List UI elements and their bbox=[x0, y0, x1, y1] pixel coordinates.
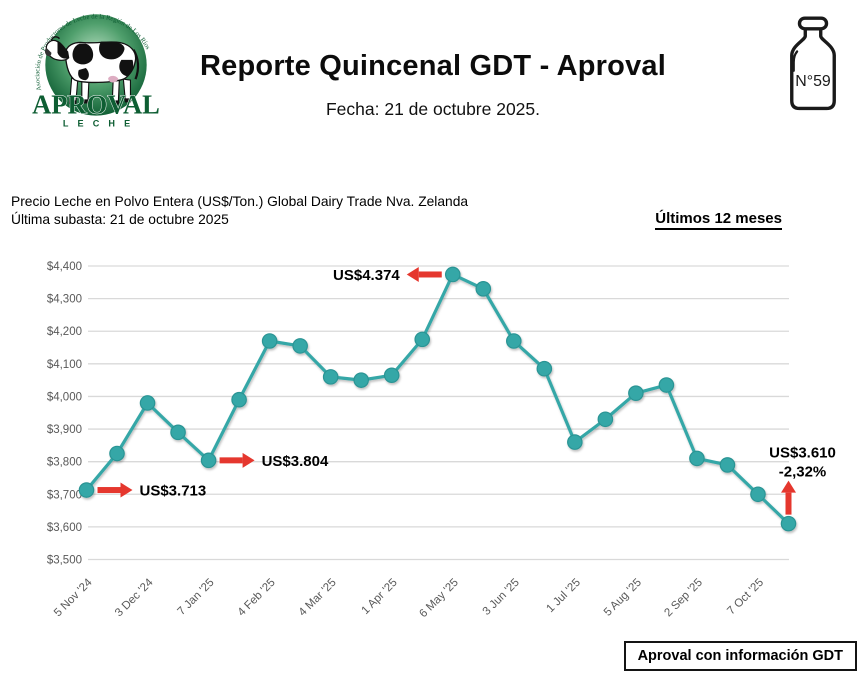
price-series bbox=[78, 266, 797, 532]
x-tick-label: 4 Feb '25 bbox=[236, 577, 278, 619]
data-point bbox=[261, 333, 278, 349]
x-tick-label: 5 Nov '24 bbox=[52, 576, 95, 619]
x-tick-label: 3 Jun '25 bbox=[481, 577, 522, 618]
x-tick-label: 6 May '25 bbox=[417, 577, 460, 620]
annotation-label: US$3.713 bbox=[140, 483, 207, 500]
data-point bbox=[383, 367, 400, 384]
y-tick-label: $3,800 bbox=[47, 457, 82, 469]
chart-header: Precio Leche en Polvo Entera (US$/Ton.) … bbox=[11, 193, 468, 229]
y-tick-label: $4,400 bbox=[47, 261, 82, 273]
y-tick-label: $4,300 bbox=[47, 294, 82, 306]
arrow-left-icon bbox=[418, 271, 442, 278]
data-point bbox=[506, 333, 522, 349]
y-tick-label: $4,200 bbox=[47, 326, 82, 338]
data-point bbox=[322, 369, 339, 385]
data-point bbox=[628, 385, 644, 401]
chart-title-line2: Última subasta: 21 de octubre 2025 bbox=[11, 212, 229, 227]
cow-icon bbox=[44, 36, 140, 105]
gridlines bbox=[88, 265, 789, 561]
y-tick-label: $4,000 bbox=[47, 391, 82, 403]
arrow-right-icon bbox=[242, 452, 255, 468]
data-point bbox=[200, 452, 217, 469]
milk-bottle-icon: N°59 bbox=[790, 16, 836, 111]
arrow-right-icon bbox=[219, 457, 243, 464]
y-tick-label: $4,100 bbox=[47, 359, 82, 371]
annotation-label: US$3.804 bbox=[262, 453, 329, 470]
arrow-up-icon bbox=[781, 480, 796, 493]
annotation: US$3.610 -2,32% bbox=[769, 445, 836, 515]
data-point bbox=[536, 360, 553, 377]
report-date: Fecha: 21 de octubre 2025. bbox=[325, 99, 541, 119]
data-point bbox=[353, 372, 369, 388]
y-tick-label: $3,900 bbox=[47, 424, 82, 436]
logo-brand-sub-text: LECHE bbox=[63, 119, 139, 129]
data-point bbox=[750, 486, 766, 503]
data-point bbox=[231, 391, 247, 408]
data-point bbox=[139, 395, 156, 411]
data-point bbox=[170, 424, 186, 441]
arrow-right-icon bbox=[120, 482, 133, 498]
x-tick-label: 7 Oct '25 bbox=[725, 577, 766, 618]
page-title: Reporte Quincenal GDT - Aproval bbox=[200, 50, 666, 82]
arrow-left-icon bbox=[406, 266, 419, 282]
data-point bbox=[719, 457, 736, 473]
x-tick-label: 1 Apr '25 bbox=[360, 577, 400, 617]
data-point bbox=[597, 411, 614, 428]
annotation-label: US$3.610 bbox=[769, 445, 836, 462]
x-tick-label: 2 Sep '25 bbox=[662, 577, 705, 620]
data-point bbox=[109, 445, 125, 462]
source-box: Aproval con información GDT bbox=[623, 641, 857, 671]
annotation: US$3.713 bbox=[97, 482, 207, 500]
source-label: Aproval con información GDT bbox=[637, 648, 843, 664]
annotation: US$3.804 bbox=[219, 452, 329, 470]
data-point bbox=[689, 450, 705, 467]
data-point bbox=[444, 266, 461, 283]
y-tick-label: $3,700 bbox=[47, 489, 82, 501]
data-point bbox=[475, 281, 492, 297]
data-point bbox=[78, 482, 95, 498]
data-point bbox=[414, 331, 431, 348]
period-label: Últimos 12 meses bbox=[655, 210, 782, 230]
x-axis-labels: 5 Nov '24 3 Dec '24 7 Jan '25 4 Feb '25 4 Ma… bbox=[52, 576, 766, 620]
issue-number: N°59 bbox=[795, 73, 831, 90]
arrow-right-icon bbox=[97, 487, 121, 494]
chart-title-line1: Precio Leche en Polvo Entera (US$/Ton.) … bbox=[11, 194, 469, 209]
x-tick-label: 3 Dec '24 bbox=[113, 576, 156, 619]
data-point bbox=[292, 338, 308, 354]
annotation-pct-label: -2,32% bbox=[779, 464, 827, 481]
annotation-label: US$4.374 bbox=[333, 267, 400, 284]
x-tick-label: 1 Jul '25 bbox=[544, 577, 583, 616]
price-line-chart: $3,500 $3,600 $3,700 $3,800 $3,900 $4,000 $4,1… bbox=[47, 261, 836, 620]
logo-brand-text: APROVAL bbox=[32, 90, 160, 120]
arrow-up-icon bbox=[785, 492, 792, 515]
aproval-logo: Asociación de Productores de Leche de la… bbox=[32, 13, 161, 129]
data-point bbox=[658, 377, 675, 393]
x-tick-label: 4 Mar '25 bbox=[297, 577, 339, 619]
data-point bbox=[567, 434, 583, 450]
x-tick-label: 5 Aug '25 bbox=[602, 577, 644, 619]
y-tick-label: $3,500 bbox=[47, 555, 82, 567]
x-tick-label: 7 Jan '25 bbox=[175, 577, 216, 618]
annotation: US$4.374 bbox=[333, 266, 442, 284]
y-tick-label: $3,600 bbox=[47, 522, 82, 534]
y-axis-labels: $3,500 $3,600 $3,700 $3,800 $3,900 $4,000 $4,1… bbox=[47, 261, 82, 567]
data-point bbox=[780, 515, 797, 532]
annotations: US$3.713 US$3.804 US$4.374 US$3.610 -2,32% bbox=[97, 266, 836, 515]
